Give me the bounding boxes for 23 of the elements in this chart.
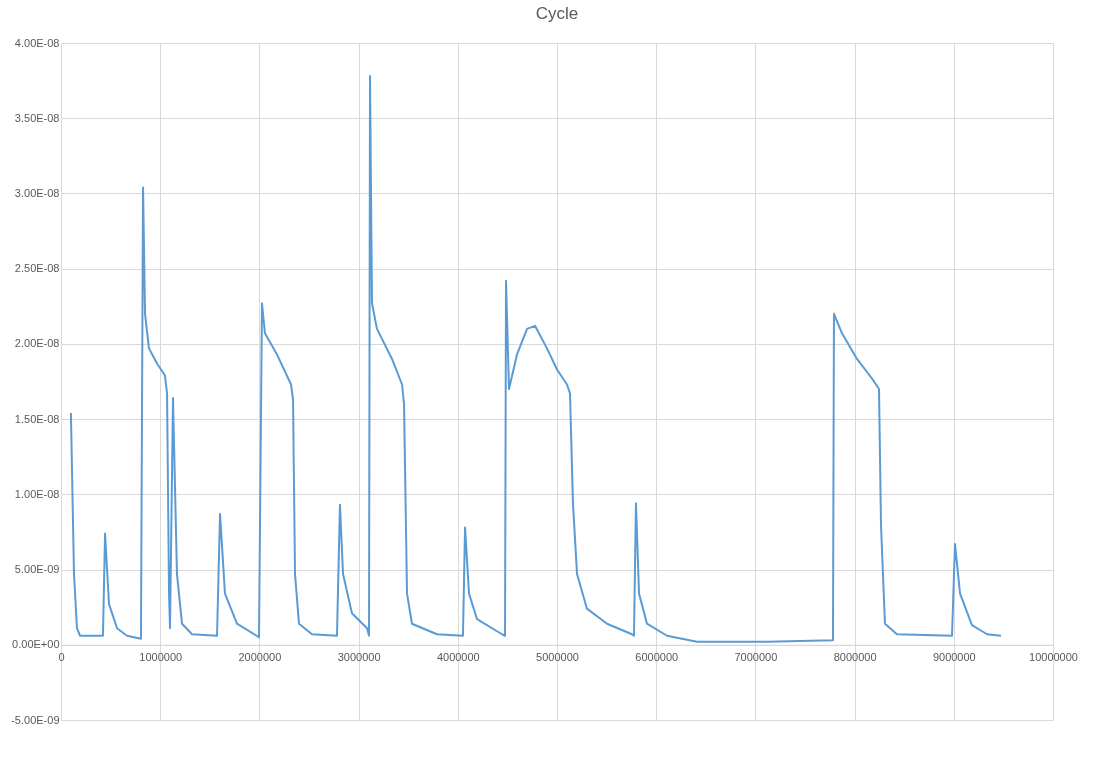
line-series bbox=[69, 75, 1003, 643]
y-tick-label: 2.50E-08 bbox=[14, 262, 60, 275]
x-tick-label: 6000000 bbox=[635, 651, 679, 664]
y-tick-label: 1.00E-08 bbox=[14, 487, 60, 500]
x-tick-label: 0 bbox=[58, 651, 65, 664]
chart-title: Cycle bbox=[535, 4, 579, 23]
y-tick-label: 1.50E-08 bbox=[14, 412, 60, 425]
y-tick-label: -5.00E-09 bbox=[11, 713, 60, 726]
x-tick-label: 5000000 bbox=[536, 651, 579, 664]
x-tick-label: 2000000 bbox=[238, 651, 282, 664]
x-tick-label: 9000000 bbox=[932, 651, 976, 664]
y-tick-label: 2.00E-08 bbox=[14, 337, 60, 350]
y-tick-label: 3.50E-08 bbox=[14, 111, 60, 124]
y-tick-label: 3.00E-08 bbox=[14, 186, 60, 199]
y-tick-label: 5.00E-09 bbox=[14, 563, 60, 576]
x-tick-label: 4000000 bbox=[436, 651, 480, 664]
y-tick-label: 0.00E+00 bbox=[12, 638, 60, 651]
x-tick-label: 7000000 bbox=[734, 651, 778, 664]
x-tick-label: 10000000 bbox=[1029, 651, 1078, 664]
x-tick-label: 1000000 bbox=[139, 651, 183, 664]
x-tick-label: 3000000 bbox=[337, 651, 381, 664]
y-tick-label: 4.00E-08 bbox=[14, 36, 60, 49]
x-tick-label: 8000000 bbox=[833, 651, 877, 664]
